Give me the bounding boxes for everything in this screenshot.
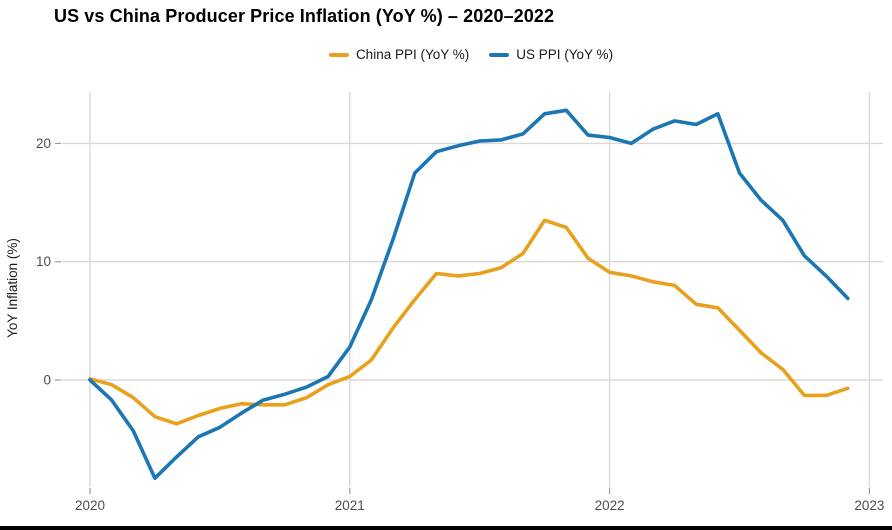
line-china-ppi [88,218,850,426]
chart-title: US vs China Producer Price Inflation (Yo… [54,6,555,26]
line-us-ppi [88,108,850,481]
y-tick-label-20: 20 [36,136,51,151]
legend-item-china-ppi: China PPI (YoY %) [328,47,470,62]
x-tick-label-2021: 2021 [335,498,365,513]
window-bottom-edge [0,526,892,530]
x-tick-label-2023: 2023 [854,498,884,513]
legend-label-china-ppi: China PPI (YoY %) [355,47,470,62]
legend-label-us-ppi: US PPI (YoY %) [516,47,614,62]
legend-item-us-ppi: US PPI (YoY %) [489,47,613,62]
us-ppi-line-swatch [489,52,510,57]
y-tick-label-0: 0 [43,373,51,388]
china-ppi-line-swatch [328,52,349,57]
y-tick-label-10: 10 [36,254,51,269]
x-tick-label-2022: 2022 [595,498,625,513]
chart-legend: China PPI (YoY %) US PPI (YoY %) [0,47,892,62]
x-tick-label-2020: 2020 [75,498,105,513]
